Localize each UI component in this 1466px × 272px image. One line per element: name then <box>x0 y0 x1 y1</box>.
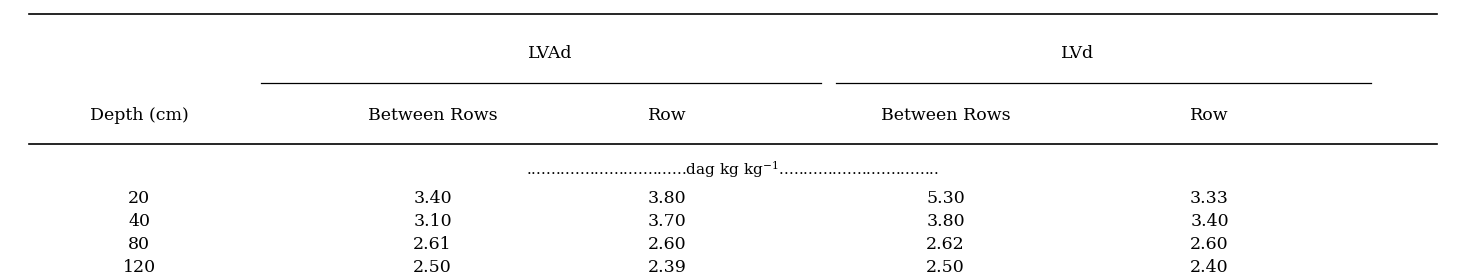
Text: 3.40: 3.40 <box>413 190 452 207</box>
Text: 2.60: 2.60 <box>648 236 686 253</box>
Text: 2.40: 2.40 <box>1190 259 1229 272</box>
Text: 20: 20 <box>128 190 151 207</box>
Text: Between Rows: Between Rows <box>368 107 497 124</box>
Text: 3.70: 3.70 <box>648 213 686 230</box>
Text: 3.80: 3.80 <box>648 190 686 207</box>
Text: Row: Row <box>648 107 686 124</box>
Text: Between Rows: Between Rows <box>881 107 1010 124</box>
Text: 2.61: 2.61 <box>413 236 452 253</box>
Text: 80: 80 <box>128 236 151 253</box>
Text: LVd: LVd <box>1061 45 1094 61</box>
Text: 3.40: 3.40 <box>1190 213 1229 230</box>
Text: 2.50: 2.50 <box>927 259 965 272</box>
Text: 3.33: 3.33 <box>1190 190 1229 207</box>
Text: 2.60: 2.60 <box>1190 236 1229 253</box>
Text: LVAd: LVAd <box>528 45 572 61</box>
Text: 40: 40 <box>128 213 151 230</box>
Text: 5.30: 5.30 <box>927 190 965 207</box>
Text: .................................dag kg$\mathregular{\ kg^{-1}}$................: .................................dag kg$… <box>526 160 940 180</box>
Text: 2.62: 2.62 <box>927 236 965 253</box>
Text: 2.50: 2.50 <box>413 259 452 272</box>
Text: 2.39: 2.39 <box>648 259 686 272</box>
Text: Depth (cm): Depth (cm) <box>89 107 189 124</box>
Text: 3.80: 3.80 <box>927 213 965 230</box>
Text: 3.10: 3.10 <box>413 213 452 230</box>
Text: 120: 120 <box>123 259 155 272</box>
Text: Row: Row <box>1190 107 1229 124</box>
